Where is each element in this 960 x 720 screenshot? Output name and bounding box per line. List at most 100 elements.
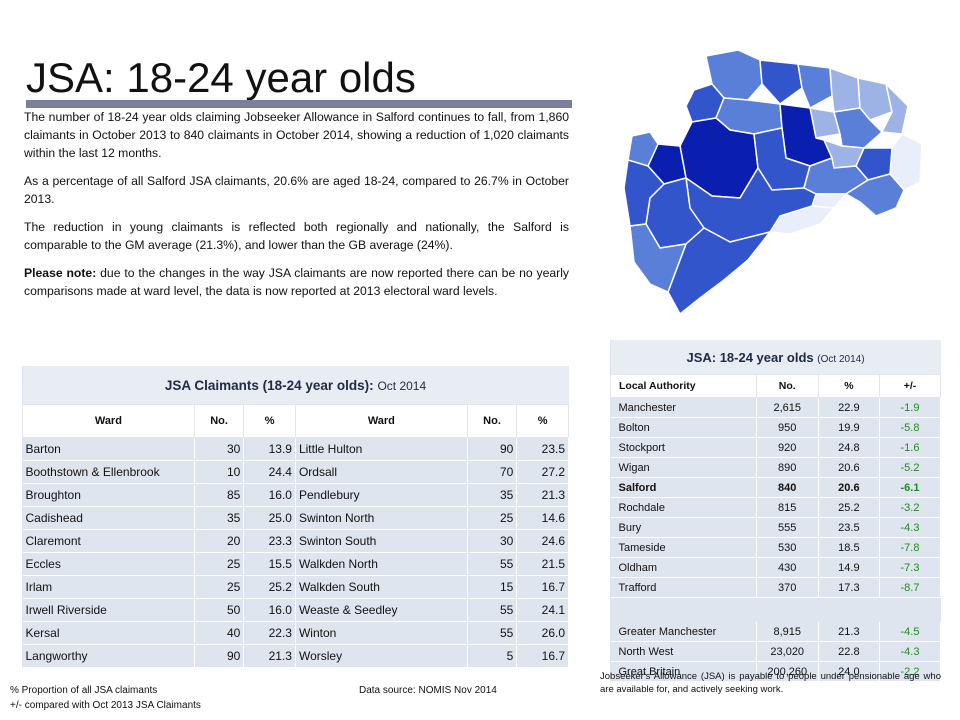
table-row: Boothstown & Ellenbrook 10 24.4 Ordsall 70 27…: [22, 460, 569, 484]
table-cell: -5.8: [879, 417, 942, 438]
table-cell: -4.3: [879, 517, 942, 538]
title-underline: [26, 100, 572, 108]
table-cell: 21.5: [516, 552, 569, 576]
table-cell: -7.8: [879, 537, 942, 558]
table-cell: 85: [194, 483, 245, 507]
map-ward: [857, 77, 893, 121]
note-label: Please note:: [24, 266, 97, 280]
intro-paragraph-2: As a percentage of all Salford JSA claim…: [24, 174, 569, 206]
table-cell: 21.3: [516, 483, 569, 507]
la-table-title-row: JSA: 18-24 year olds (Oct 2014): [610, 340, 941, 375]
table-cell: 25: [194, 552, 245, 576]
table-cell: 25.2: [818, 497, 880, 518]
table-cell: Ordsall: [295, 460, 468, 484]
table-cell: Irlam: [22, 575, 195, 599]
table-row: Wigan 890 20.6 -5.2: [610, 457, 942, 478]
table-row: Eccles 25 15.5 Walkden North 55 21.5: [22, 552, 569, 576]
table-cell: 35: [194, 506, 245, 530]
table-cell: 90: [194, 644, 245, 668]
table-cell: Swinton South: [295, 529, 468, 553]
table-cell: Walkden North: [295, 552, 468, 576]
table-cell: 920: [756, 437, 819, 458]
table-cell: 25: [467, 506, 518, 530]
table-row: Bury 555 23.5 -4.3: [610, 517, 942, 538]
table-cell: 55: [467, 621, 518, 645]
table-cell: Broughton: [22, 483, 195, 507]
table-row: Manchester 2,615 22.9 -1.9: [610, 397, 942, 418]
table-cell: 20.6: [818, 457, 880, 478]
table-row: Salford 840 20.6 -6.1: [610, 477, 942, 498]
table-cell: -2.2: [879, 661, 942, 682]
table-cell: 70: [467, 460, 518, 484]
table-cell: Worsley: [295, 644, 468, 668]
la-table-body: Manchester 2,615 22.9 -1.9 Bolton 950 19.9 -5.8…: [610, 397, 942, 682]
page-title: JSA: 18-24 year olds: [26, 54, 416, 101]
ward-table-body: Barton 30 13.9 Little Hulton 90 23.5 Boothstow…: [22, 437, 569, 668]
table-cell: 13.9: [243, 437, 296, 461]
table-cell: 50: [194, 598, 245, 622]
table-cell: 35: [467, 483, 518, 507]
table-cell: 90: [467, 437, 518, 461]
intro-text: The number of 18-24 year olds claiming J…: [24, 108, 569, 310]
col-header: +/-: [878, 374, 942, 398]
table-cell: 30: [467, 529, 518, 553]
table-cell: 16.0: [243, 598, 296, 622]
table-cell: 14.9: [818, 557, 880, 578]
col-header: %: [817, 374, 880, 398]
table-cell: Boothstown & Ellenbrook: [22, 460, 195, 484]
table-cell: Eccles: [22, 552, 195, 576]
table-cell: Rochdale: [610, 497, 757, 518]
table-cell: 15.5: [243, 552, 296, 576]
table-cell: Cadishead: [22, 506, 195, 530]
table-cell: 22.8: [818, 641, 880, 662]
table-row: Kersal 40 22.3 Winton 55 26.0: [22, 621, 569, 645]
table-cell: 23,020: [756, 641, 819, 662]
table-cell: 840: [756, 477, 819, 498]
table-cell: 890: [756, 457, 819, 478]
table-cell: 25: [194, 575, 245, 599]
table-cell: 15: [467, 575, 518, 599]
footnote-percent: % Proportion of all JSA claimants: [10, 685, 158, 696]
table-cell: 18.5: [818, 537, 880, 558]
map-ward: [881, 83, 909, 135]
map-ward: [629, 223, 687, 293]
table-cell: Pendlebury: [295, 483, 468, 507]
table-cell: 8,915: [756, 622, 819, 642]
table-cell: 430: [756, 557, 819, 578]
table-cell: 30: [194, 437, 245, 461]
table-cell: 24.6: [516, 529, 569, 553]
col-header: Ward: [294, 404, 468, 438]
table-cell: -1.9: [879, 397, 942, 418]
table-row: Tameside 530 18.5 -7.8: [610, 537, 942, 558]
table-cell: 17.3: [818, 577, 880, 598]
spacer-row: [610, 597, 941, 622]
map-ward: [759, 59, 803, 105]
table-cell: Wigan: [610, 457, 757, 478]
table-cell: 14.6: [516, 506, 569, 530]
footnote-change: +/- compared with Oct 2013 JSA Claimants: [10, 700, 201, 711]
map-ward: [797, 63, 833, 109]
table-cell: Trafford: [610, 577, 757, 598]
table-cell: Greater Manchester: [610, 622, 757, 642]
col-header: Ward: [22, 404, 195, 438]
local-authority-table: JSA: 18-24 year olds (Oct 2014) Local Au…: [610, 340, 942, 682]
table-row: Irlam 25 25.2 Walkden South 15 16.7: [22, 575, 569, 599]
spacer-cell: [610, 597, 941, 622]
table-cell: 5: [467, 644, 518, 668]
la-table-title-text: JSA: 18-24 year olds: [686, 349, 814, 365]
table-cell: 27.2: [516, 460, 569, 484]
table-cell: 24.4: [243, 460, 296, 484]
table-cell: 16.7: [516, 644, 569, 668]
data-source: Data source: NOMIS Nov 2014: [359, 685, 497, 696]
table-cell: 55: [467, 598, 518, 622]
table-cell: Swinton North: [295, 506, 468, 530]
table-cell: Tameside: [610, 537, 757, 558]
table-cell: 555: [756, 517, 819, 538]
table-cell: 24.1: [516, 598, 569, 622]
table-cell: Oldham: [610, 557, 757, 578]
table-cell: 40: [194, 621, 245, 645]
jsa-definition: Jobseeker's Allowance (JSA) is payable t…: [600, 671, 941, 695]
table-cell: Manchester: [610, 397, 757, 418]
table-row: Greater Manchester 8,915 21.3 -4.5: [610, 622, 942, 642]
table-cell: -4.5: [879, 622, 942, 642]
